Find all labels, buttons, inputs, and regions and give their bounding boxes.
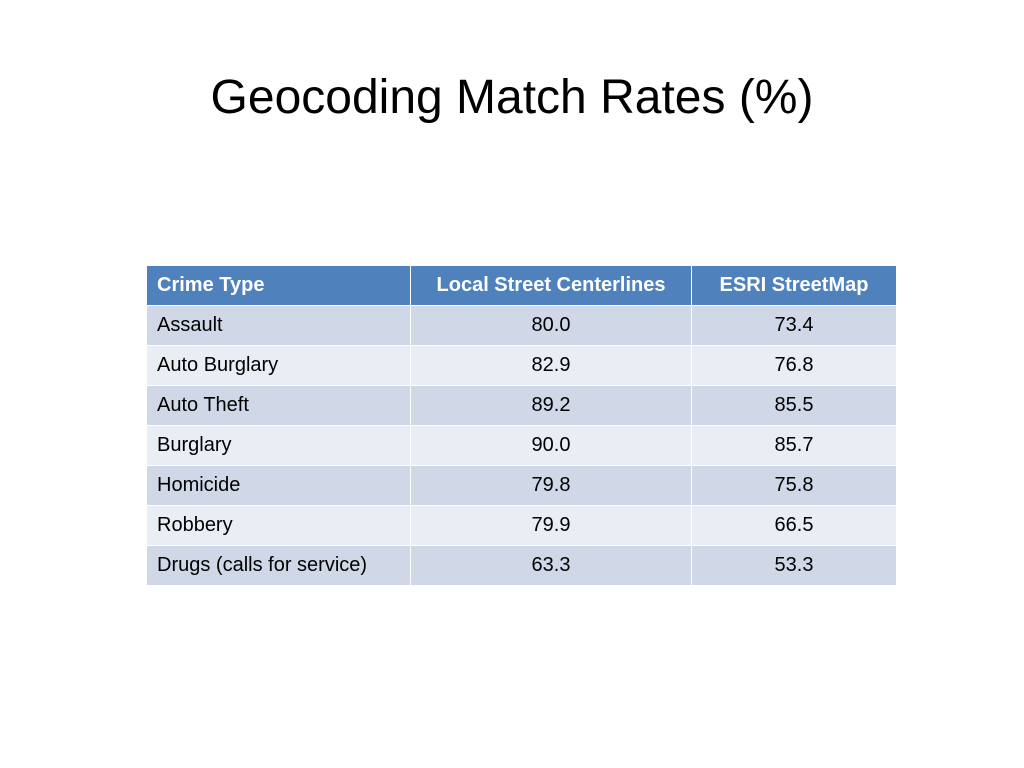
table-row: Drugs (calls for service) 63.3 53.3	[146, 545, 897, 586]
crime-type-cell: Drugs (calls for service)	[146, 545, 411, 586]
match-rates-table: Crime Type Local Street Centerlines ESRI…	[146, 265, 897, 586]
header-esri-streetmap: ESRI StreetMap	[691, 265, 897, 306]
header-crime-type: Crime Type	[146, 265, 411, 306]
esri-rate-cell: 76.8	[691, 345, 897, 386]
local-rate-cell: 82.9	[410, 345, 692, 386]
table-row: Assault 80.0 73.4	[146, 305, 897, 346]
local-rate-cell: 89.2	[410, 385, 692, 426]
slide-title: Geocoding Match Rates (%)	[210, 71, 814, 124]
crime-type-cell: Auto Theft	[146, 385, 411, 426]
local-rate-cell: 79.8	[410, 465, 692, 506]
crime-type-cell: Burglary	[146, 425, 411, 466]
esri-rate-cell: 53.3	[691, 545, 897, 586]
local-rate-cell: 90.0	[410, 425, 692, 466]
table-header-row: Crime Type Local Street Centerlines ESRI…	[146, 265, 897, 306]
crime-type-cell: Homicide	[146, 465, 411, 506]
esri-rate-cell: 85.7	[691, 425, 897, 466]
crime-type-cell: Assault	[146, 305, 411, 346]
local-rate-cell: 79.9	[410, 505, 692, 546]
local-rate-cell: 63.3	[410, 545, 692, 586]
table-row: Robbery 79.9 66.5	[146, 505, 897, 546]
table-row: Burglary 90.0 85.7	[146, 425, 897, 466]
table-row: Auto Burglary 82.9 76.8	[146, 345, 897, 386]
esri-rate-cell: 85.5	[691, 385, 897, 426]
crime-type-cell: Robbery	[146, 505, 411, 546]
esri-rate-cell: 75.8	[691, 465, 897, 506]
esri-rate-cell: 66.5	[691, 505, 897, 546]
esri-rate-cell: 73.4	[691, 305, 897, 346]
header-local-street-centerlines: Local Street Centerlines	[410, 265, 692, 306]
crime-type-cell: Auto Burglary	[146, 345, 411, 386]
table-row: Auto Theft 89.2 85.5	[146, 385, 897, 426]
table-row: Homicide 79.8 75.8	[146, 465, 897, 506]
local-rate-cell: 80.0	[410, 305, 692, 346]
